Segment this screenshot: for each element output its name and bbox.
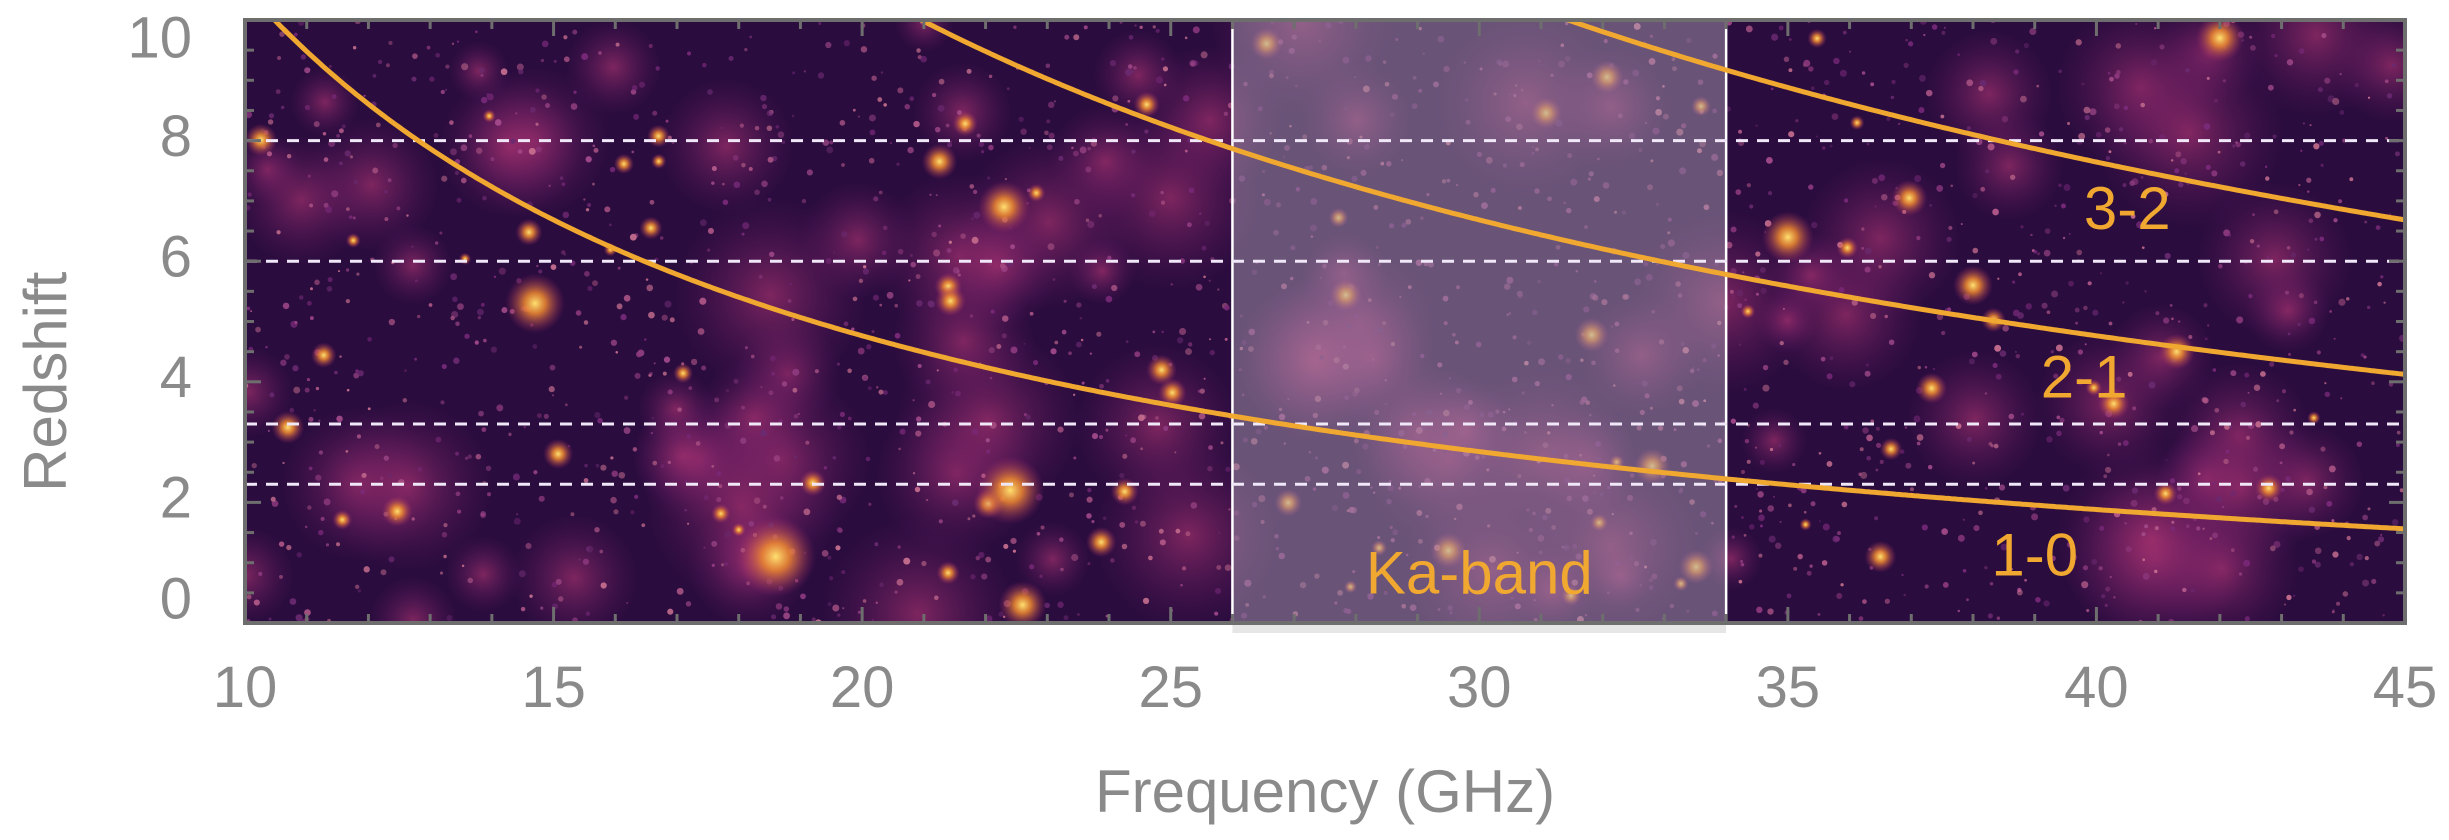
curve-1-0	[271, 20, 2405, 532]
x-axis-title: Frequency (GHz)	[1095, 758, 1555, 825]
x-tick-label: 40	[2064, 655, 2129, 720]
y-tick-label: 6	[160, 225, 192, 290]
x-tick-label: 20	[830, 655, 895, 720]
ka-band-region	[1232, 20, 1727, 623]
y-tick-label: 8	[160, 104, 192, 169]
x-tick-label: 15	[521, 655, 586, 720]
y-tick-label: 10	[127, 5, 192, 70]
ka-band-shadow	[1232, 623, 1727, 633]
y-tick-label: 2	[160, 466, 192, 531]
y-tick-label: 0	[160, 566, 192, 631]
y-tick-label: 4	[160, 345, 192, 410]
x-tick-label: 45	[2373, 655, 2438, 720]
x-tick-label: 25	[1138, 655, 1203, 720]
x-tick-label: 30	[1447, 655, 1512, 720]
curve-label-3-2: 3-2	[2084, 175, 2171, 242]
curve-label-2-1: 2-1	[2041, 344, 2128, 411]
ka-band-label: Ka-band	[1366, 540, 1593, 607]
x-tick-label: 10	[213, 655, 278, 720]
curve-label-1-0: 1-0	[1991, 522, 2078, 589]
x-tick-label: 35	[1756, 655, 1821, 720]
curve-3-2	[1560, 20, 2405, 223]
y-axis-title: Redshift	[12, 271, 79, 491]
curve-2-1	[915, 20, 2405, 377]
